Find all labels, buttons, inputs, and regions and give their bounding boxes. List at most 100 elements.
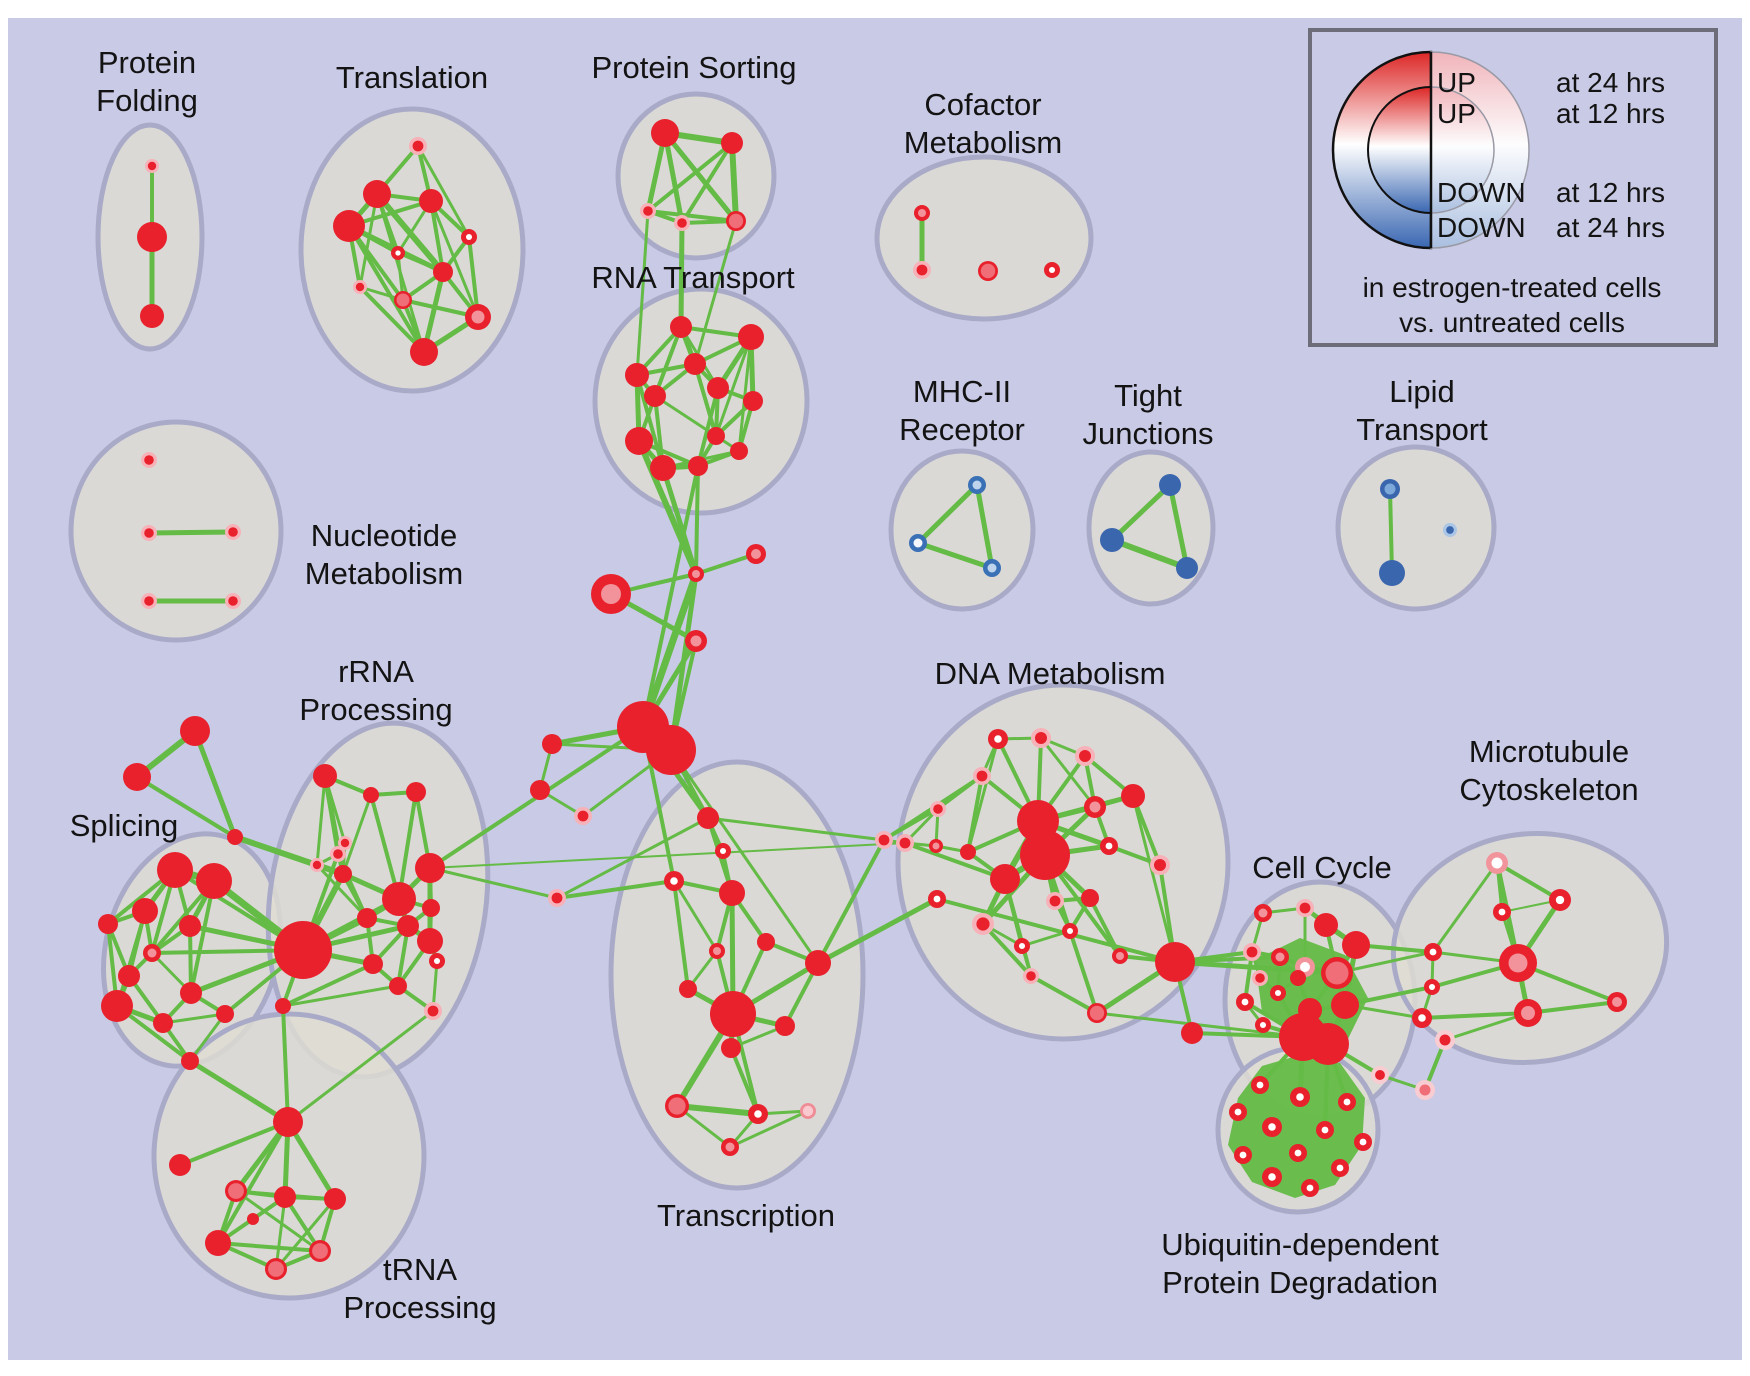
node-core (1294, 1149, 1302, 1157)
node-core (465, 233, 473, 241)
node-halopink (574, 807, 592, 825)
cluster-label-line: Protein Degradation (1162, 1265, 1438, 1300)
node-core (98, 914, 118, 934)
node-pinkringred (1435, 1030, 1455, 1050)
node-halopink (1023, 968, 1039, 984)
node-core (646, 725, 696, 775)
node-core (1256, 1081, 1264, 1089)
cluster-label-cell-cycle: Cell Cycle (1252, 850, 1392, 885)
node-solid (1290, 970, 1306, 986)
node-halopink (896, 834, 914, 852)
node-core (692, 570, 700, 578)
node-core (1066, 927, 1074, 935)
edge (135, 775, 237, 839)
node-core (422, 899, 440, 917)
node-core (397, 915, 419, 937)
node-pinkcore (143, 944, 161, 962)
node-core (357, 908, 377, 928)
node-core (396, 293, 410, 307)
node-core (1048, 266, 1056, 274)
node-core (247, 1213, 259, 1225)
edge (660, 465, 699, 577)
cluster-transcription-ellipse (608, 759, 866, 1191)
node-bluecore (1380, 479, 1400, 499)
edge (187, 1058, 291, 1125)
node-bluesolid (1379, 560, 1405, 586)
node-whitecore (1014, 938, 1030, 954)
cluster-protein-sorting-ellipse (615, 91, 777, 261)
cluster-label-line: Microtubule (1469, 734, 1629, 769)
node-core (1342, 931, 1370, 959)
node-core (802, 1105, 814, 1117)
node-core (363, 954, 383, 974)
node-solid (389, 977, 407, 995)
node-solid (1307, 1023, 1349, 1065)
node-core (721, 1038, 741, 1058)
node-core (913, 538, 923, 548)
node-pinkcore (929, 839, 943, 853)
node-core (1026, 971, 1036, 981)
network-nodes (98, 119, 1627, 1280)
node-solid (180, 982, 202, 1004)
cluster-label-line: Transcription (657, 1198, 835, 1233)
node-core (878, 834, 890, 846)
edge (693, 219, 738, 366)
cluster-mhc-ii-receptor-ellipse (888, 448, 1036, 612)
edge (1443, 1011, 1530, 1042)
node-core (180, 982, 202, 1004)
node-solid (363, 787, 379, 803)
node-solid (205, 1230, 231, 1256)
cluster-label-nucleotide-metabolism: Nucleotide Metabolism (305, 518, 464, 591)
node-halopink (1046, 892, 1064, 910)
edge (672, 879, 690, 991)
edge (646, 209, 738, 223)
node-solid (153, 1013, 173, 1033)
node-whitecore (664, 871, 684, 891)
node-core (754, 1110, 762, 1118)
cluster-label-line: Splicing (70, 808, 179, 843)
node-core (180, 716, 210, 746)
node-core (132, 898, 158, 924)
node-core (1155, 942, 1195, 982)
node-core (123, 763, 151, 791)
node-core (147, 948, 157, 958)
edge (882, 807, 940, 842)
node-core (1116, 952, 1124, 960)
edge (1131, 794, 1162, 867)
node-core (169, 1154, 191, 1176)
node-whitecore (1062, 923, 1078, 939)
edge (674, 1103, 761, 1117)
node-core (275, 998, 291, 1014)
node-halopink (225, 524, 241, 540)
edge (903, 841, 1007, 881)
node-pinklight (800, 1103, 816, 1119)
node-core (355, 282, 365, 292)
node-core (471, 310, 485, 324)
node-core (679, 980, 697, 998)
node-solid (1121, 784, 1145, 808)
node-whitecore (988, 729, 1008, 749)
cluster-label-splicing: Splicing (70, 808, 179, 843)
node-pinkcore (1514, 999, 1542, 1027)
node-whitecore (1044, 262, 1060, 278)
cluster-rna-transport-ellipse (592, 286, 810, 516)
node-core (1336, 1164, 1344, 1172)
edge (178, 1120, 290, 1167)
edge (1095, 1011, 1305, 1039)
node-core (542, 734, 562, 754)
node-core (1446, 526, 1454, 534)
node-core (1384, 483, 1396, 495)
node-solid (721, 132, 743, 154)
legend-note-0: in estrogen-treated cells (1363, 272, 1662, 303)
node-halopink (225, 593, 241, 609)
node-whitecore (1354, 1133, 1372, 1151)
cluster-cofactor-metabolism-ellipse (874, 154, 1094, 322)
node-whitecore (1100, 837, 1118, 855)
node-core (1176, 557, 1198, 579)
node-core (1307, 1023, 1349, 1065)
edge (188, 924, 193, 995)
node-core (530, 780, 550, 800)
node-core (690, 635, 702, 647)
node-solid (101, 990, 133, 1022)
node-core (805, 950, 831, 976)
